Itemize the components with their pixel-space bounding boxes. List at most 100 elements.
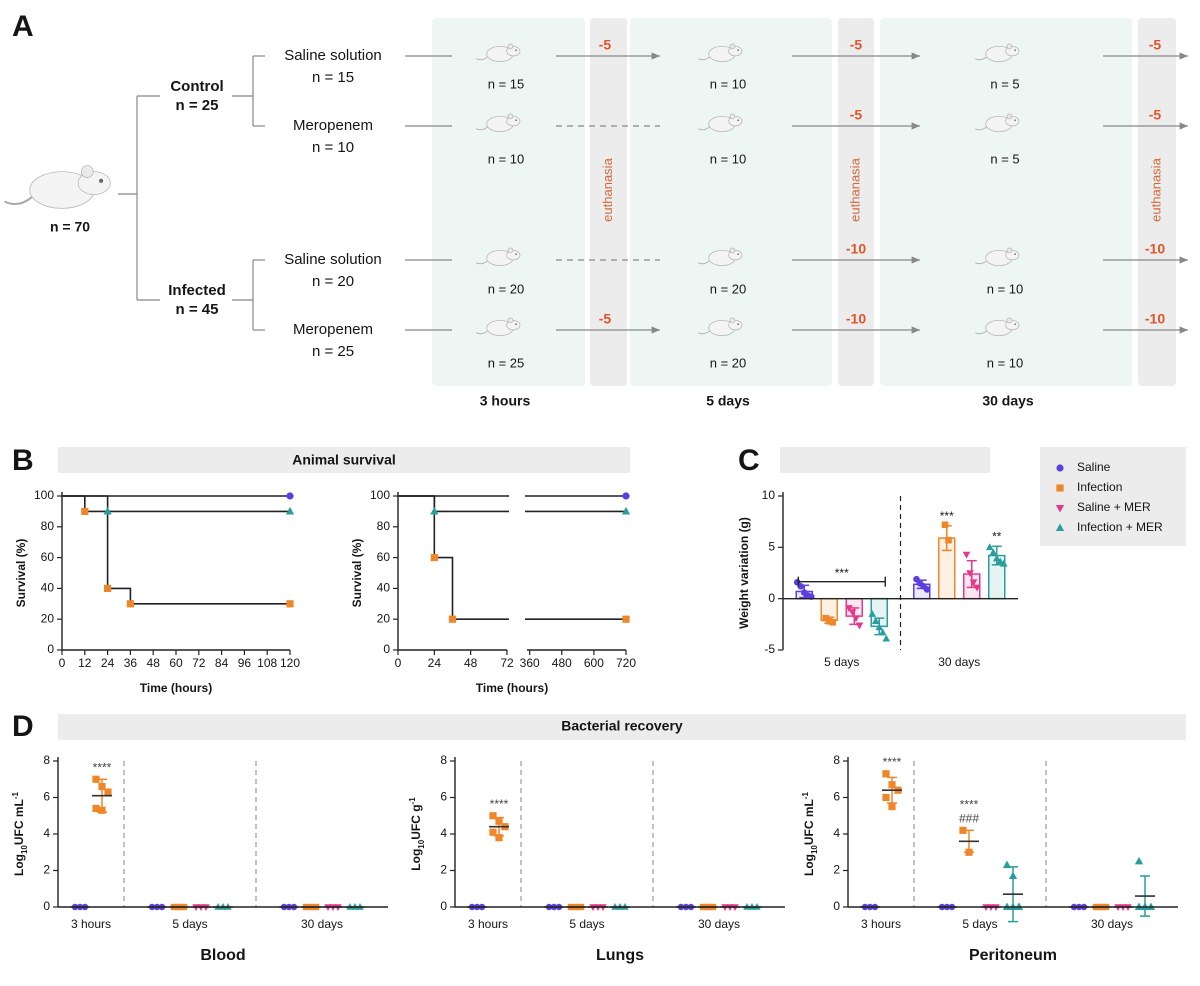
mouse-tail (698, 260, 710, 265)
mouse-eye (737, 119, 740, 122)
x-tick-label: 12 (78, 656, 92, 670)
mouse-ear (507, 317, 514, 324)
stage-count: n = 20 (710, 281, 747, 296)
mouse-ear (1006, 43, 1013, 50)
legend-label: Saline + MER (1077, 500, 1151, 514)
x-tick-label: 3 hours (861, 917, 901, 931)
mouse-ear (1006, 317, 1013, 324)
removed-count: -10 (1145, 311, 1165, 327)
legend-box (1040, 447, 1186, 546)
panel-label: B (12, 444, 34, 477)
removed-count: -5 (850, 107, 863, 123)
data-point (969, 579, 978, 587)
x-tick-label: 60 (169, 656, 183, 670)
y-tick-label: 100 (370, 488, 390, 502)
arm-name: Saline solution (284, 47, 382, 64)
mouse-eye (515, 119, 518, 122)
mouse-ear (507, 247, 514, 254)
significance-label: **** (960, 798, 979, 812)
y-label-unit: UFC mL (12, 799, 26, 845)
group-count: n = 25 (176, 97, 219, 114)
y-tick-label: 2 (440, 863, 447, 877)
panel-label: D (12, 710, 34, 743)
data-point (1134, 902, 1144, 911)
y-tick-label: 10 (762, 488, 776, 502)
y-tick-label: 5 (768, 540, 775, 554)
y-tick-label: 60 (377, 550, 391, 564)
y-label-base: Log (12, 854, 26, 876)
y-label-base: Log (409, 849, 423, 871)
mouse-tail (975, 260, 987, 265)
x-tick-label: 0 (59, 656, 66, 670)
legend-marker (1056, 484, 1064, 492)
significance-label: **** (93, 760, 112, 774)
mouse-eye (1014, 49, 1017, 52)
y-label-sup: -1 (408, 797, 417, 805)
chart-name: Lungs (596, 947, 644, 964)
y-label-sub: 10 (417, 839, 426, 848)
x-tick-label: 600 (584, 656, 604, 670)
bracket-label: *** (835, 566, 849, 580)
stage-count: n = 20 (710, 355, 747, 370)
mouse-icon (698, 113, 743, 133)
x-tick-label: 108 (257, 656, 277, 670)
data-point (878, 628, 887, 636)
y-tick-label: -5 (764, 642, 775, 656)
mouse-ear (80, 165, 94, 178)
y-tick-label: 6 (43, 790, 50, 804)
survival-marker (622, 615, 630, 623)
data-point (1014, 902, 1024, 911)
x-tick-label: 5 days (172, 917, 207, 931)
x-tick-label: 360 (520, 656, 540, 670)
survival-marker (285, 506, 295, 515)
stage-count: n = 10 (710, 151, 747, 166)
y-label-sup: -1 (11, 791, 20, 799)
mouse-icon (476, 43, 521, 63)
data-point (829, 618, 837, 626)
data-point (941, 521, 949, 529)
y-tick-label: 20 (41, 611, 55, 625)
removed-count: -10 (846, 311, 866, 327)
removed-count: -10 (846, 241, 866, 257)
x-tick-label: 48 (464, 656, 478, 670)
data-point (1002, 902, 1012, 911)
x-tick-label: 96 (238, 656, 252, 670)
timepoint-label: 5 days (706, 393, 750, 409)
mouse-icon (975, 43, 1020, 63)
mouse-icon (698, 43, 743, 63)
mouse-tail (698, 330, 710, 335)
significance-label: ** (992, 529, 1002, 543)
data-point (489, 812, 497, 820)
y-tick-label: 0 (440, 899, 447, 913)
arm-name: Saline solution (284, 251, 382, 268)
mouse-eye (737, 49, 740, 52)
mouse-tail (975, 56, 987, 61)
y-tick-label: 0 (833, 899, 840, 913)
stage-count: n = 10 (710, 76, 747, 91)
title-box (58, 447, 630, 473)
mouse-ear (729, 317, 736, 324)
data-point (999, 559, 1008, 567)
x-tick-label: 36 (124, 656, 138, 670)
data-point (989, 548, 998, 556)
x-tick-label: 3 hours (71, 917, 111, 931)
stage-count: n = 25 (488, 355, 525, 370)
y-tick-label: 6 (833, 790, 840, 804)
survival-marker (430, 554, 438, 562)
time-window (630, 18, 832, 386)
y-axis-label: Survival (%) (14, 539, 28, 608)
x-axis-label: Time (hours) (476, 681, 548, 695)
euthanasia-label: euthanasia (847, 157, 862, 221)
mouse-eye (1014, 119, 1017, 122)
y-axis-label: Survival (%) (350, 539, 364, 608)
survival-marker (622, 492, 630, 500)
y-label-unit: UFC g (409, 804, 423, 839)
chart-name: Peritoneum (969, 947, 1057, 964)
mouse-icon (975, 113, 1020, 133)
mouse-tail (975, 126, 987, 131)
y-axis-label: Log10UFC mL-1 (801, 791, 819, 876)
y-label-sub: 10 (20, 845, 29, 854)
y-tick-label: 40 (377, 581, 391, 595)
y-tick-label: 2 (833, 863, 840, 877)
x-tick-label: 30 days (1091, 917, 1133, 931)
